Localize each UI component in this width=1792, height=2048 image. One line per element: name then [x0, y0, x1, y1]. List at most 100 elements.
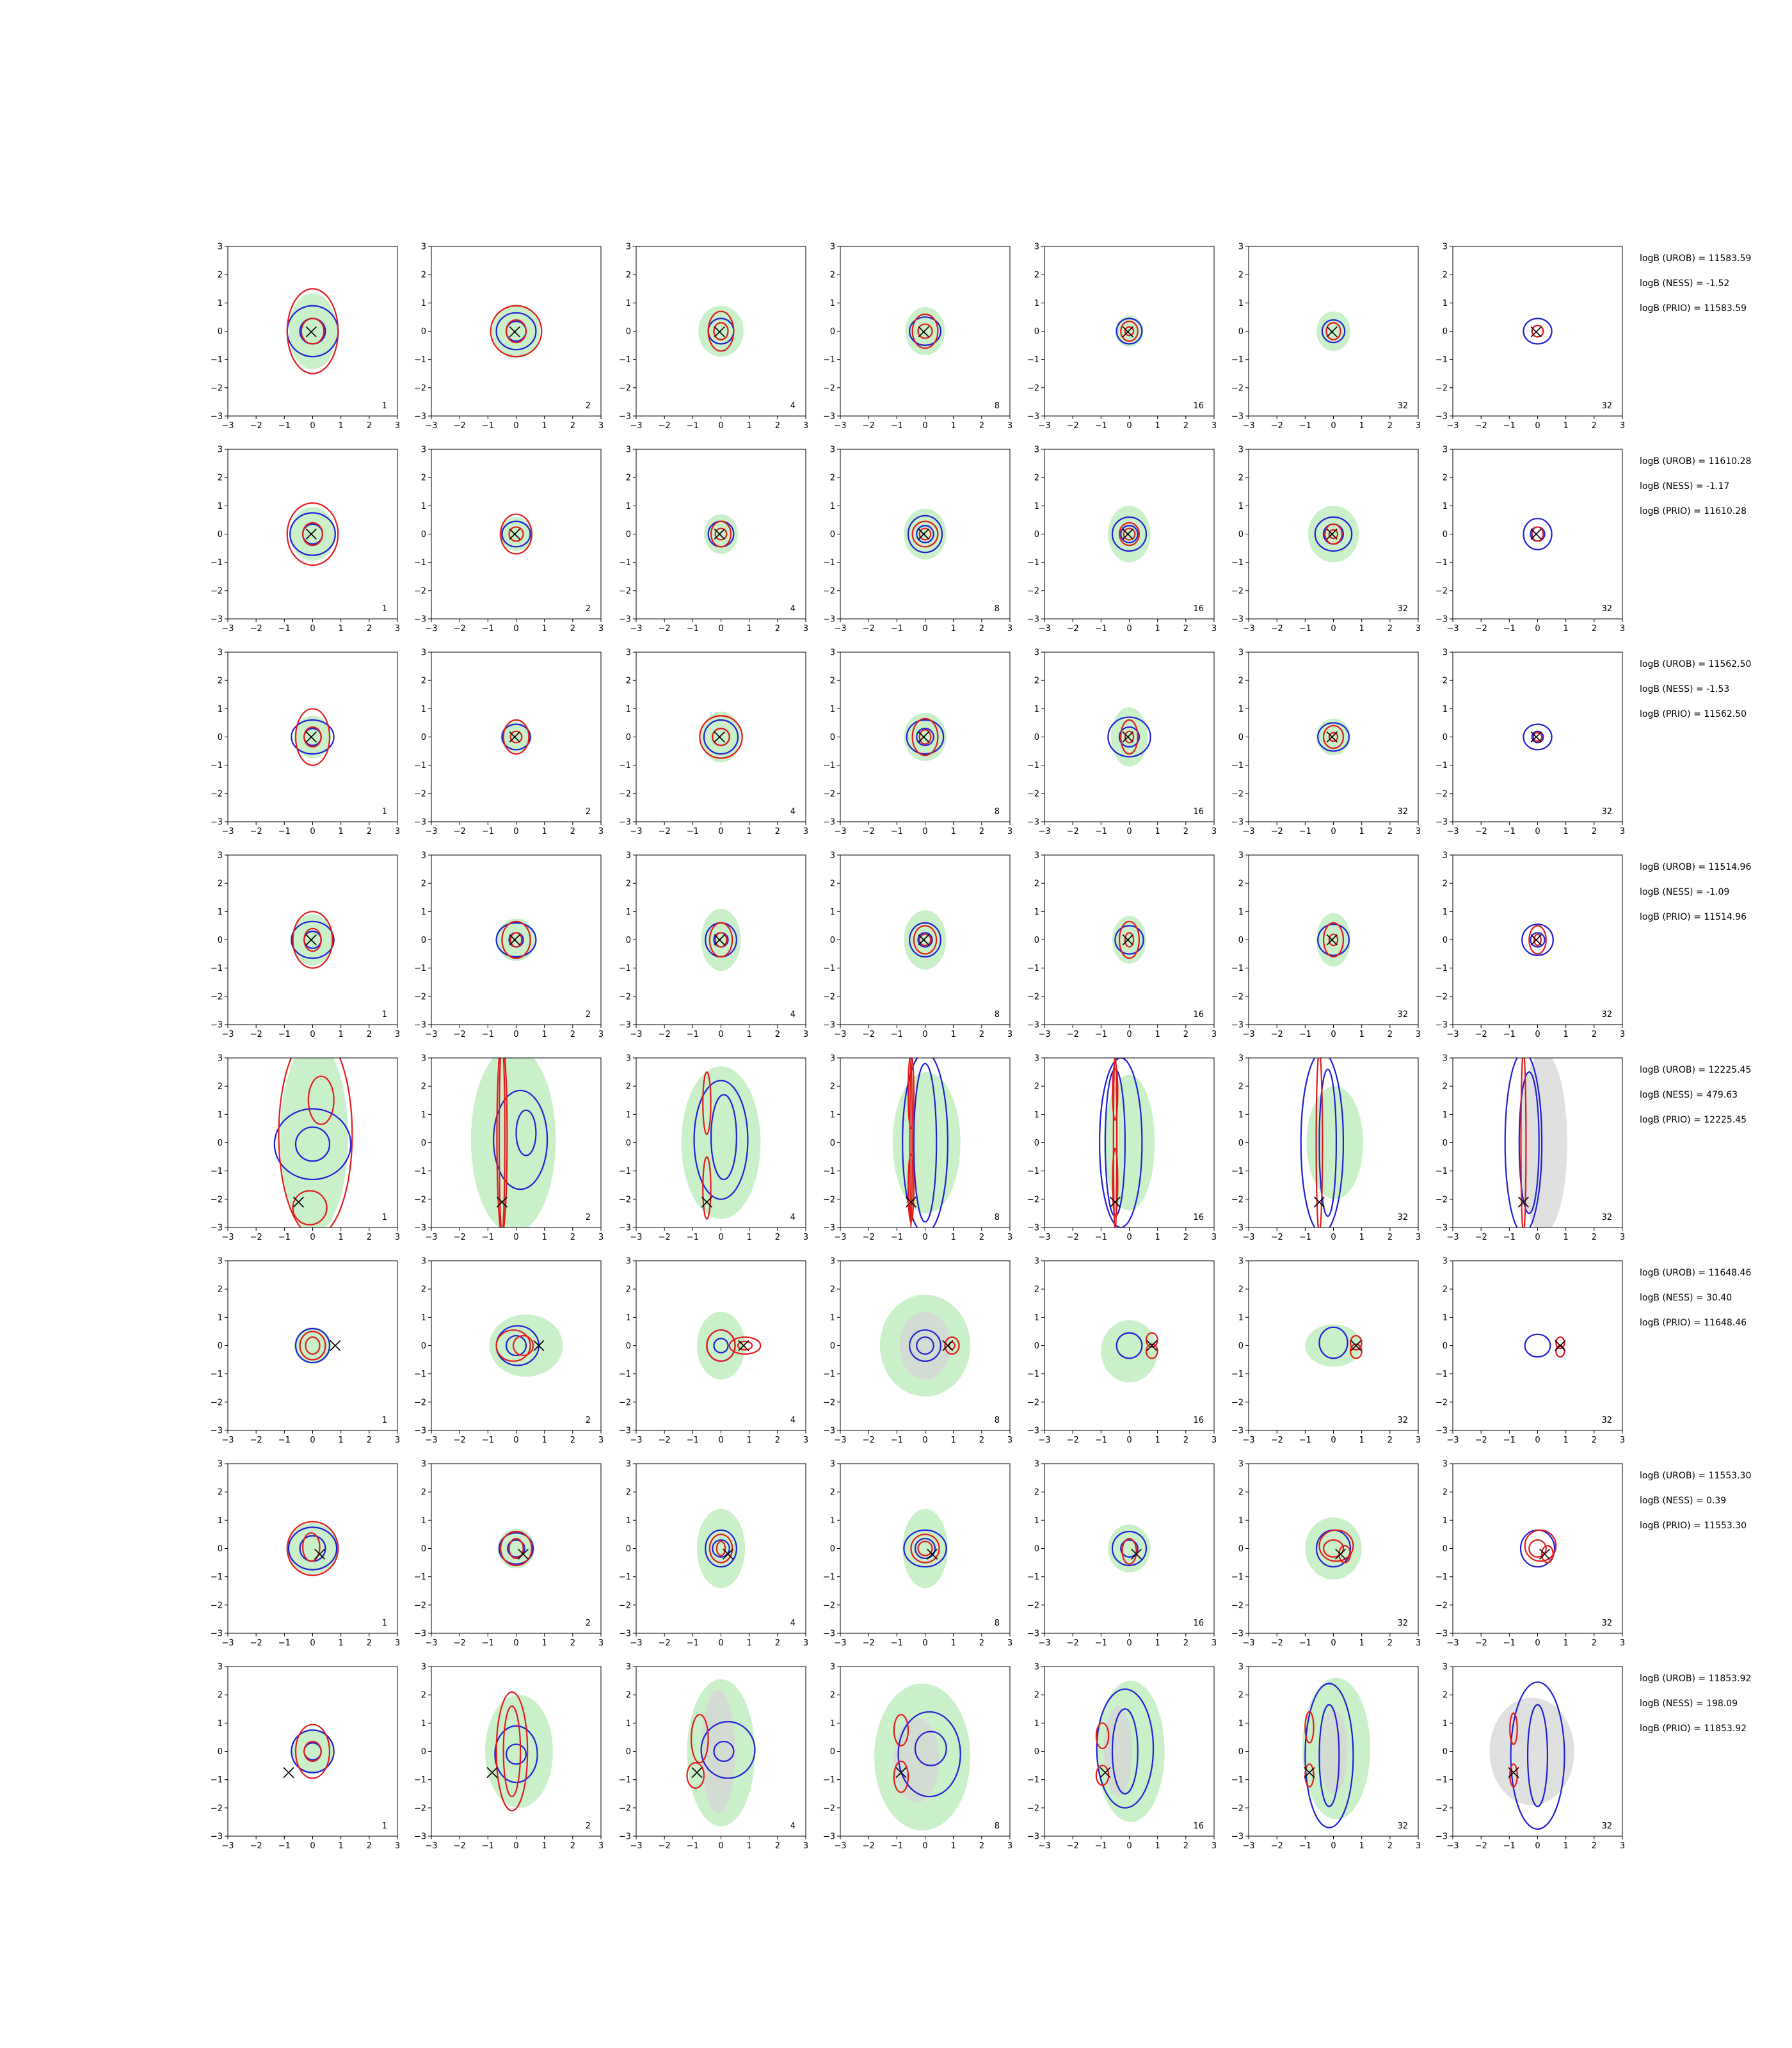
- plot-area: [905, 307, 945, 356]
- y-tick-label: −3: [1027, 1427, 1039, 1436]
- panel-label: 2: [586, 604, 591, 614]
- log-bayes-factor-label: logB (PRIO) = 12225.45: [1640, 1115, 1747, 1125]
- y-tick-label: −3: [414, 615, 426, 625]
- true-value-marker: [509, 731, 520, 743]
- blue-contour: [917, 932, 933, 948]
- blue-contour: [913, 1062, 938, 1223]
- red-contour: [500, 513, 532, 555]
- y-tick-label: −2: [1027, 1398, 1039, 1407]
- x-tick-label: 2: [1388, 624, 1393, 634]
- x-tick-label: 1: [339, 827, 344, 836]
- x-tick-label: −2: [1067, 1233, 1079, 1242]
- log-bayes-factor-label: logB (NESS) = -1.09: [1640, 887, 1729, 897]
- x-tick-label: −2: [250, 1436, 262, 1445]
- x-tick-label: 1: [1564, 1436, 1569, 1445]
- y-tick-label: 2: [1034, 1691, 1039, 1700]
- y-tick-label: −1: [823, 1572, 835, 1582]
- x-tick-label: 3: [1416, 1233, 1421, 1242]
- y-tick-label: −3: [823, 1629, 835, 1639]
- x-tick-label: 2: [1592, 1841, 1597, 1851]
- panel-label: 1: [382, 1619, 387, 1628]
- red-contour: [1338, 1544, 1352, 1564]
- y-tick-label: −1: [823, 1370, 835, 1379]
- prior-density-fill: [492, 304, 541, 358]
- red-contour: [512, 1334, 534, 1357]
- x-tick-label: −1: [1503, 1436, 1516, 1445]
- prior-density-fill: [287, 1523, 339, 1574]
- y-tick-label: −1: [1027, 1775, 1039, 1785]
- red-contour: [1123, 527, 1136, 541]
- red-contour: [1095, 1722, 1110, 1750]
- plot-area: [904, 910, 947, 970]
- red-contour: [1304, 1763, 1315, 1788]
- blue-contour: [1531, 730, 1544, 744]
- panel: −3−3 −2 −2 −1 −1 0 0 1 1 2 2 3 3 1: [211, 1257, 400, 1446]
- y-tick-label: 0: [830, 936, 835, 945]
- y-tick-label: 2: [626, 1488, 631, 1498]
- y-tick-label: −2: [1027, 992, 1039, 1002]
- x-tick-label: 3: [598, 1841, 604, 1851]
- true-value-marker: [283, 1767, 294, 1779]
- x-tick-label: 0: [310, 421, 315, 431]
- blue-contour: [495, 312, 537, 351]
- red-contour: [714, 527, 728, 541]
- y-tick-label: −1: [414, 761, 426, 771]
- y-tick-label: −2: [1231, 1195, 1244, 1204]
- x-tick-label: 3: [803, 1436, 808, 1445]
- true-value-marker: [1326, 326, 1338, 337]
- x-tick-label: 3: [1212, 1841, 1217, 1851]
- x-tick-label: −2: [1067, 1841, 1079, 1851]
- x-tick-label: −2: [863, 1030, 875, 1039]
- x-tick-label: −3: [1038, 1233, 1050, 1242]
- blue-contour: [291, 920, 335, 959]
- y-tick-label: 3: [1238, 445, 1244, 455]
- red-contour: [1524, 1529, 1557, 1562]
- plot-area: [1095, 1681, 1165, 1822]
- x-tick-label: 1: [542, 1841, 547, 1851]
- x-tick-label: 2: [570, 1233, 575, 1242]
- panel-label: 8: [995, 1213, 1000, 1222]
- y-tick-label: 1: [626, 299, 631, 308]
- blue-contour: [294, 1327, 331, 1364]
- plot-area: [1107, 707, 1151, 767]
- red-contour: [1555, 1336, 1565, 1350]
- y-tick-label: −2: [1027, 1804, 1039, 1813]
- y-tick-label: −3: [211, 1629, 223, 1639]
- x-tick-label: 1: [951, 1030, 956, 1039]
- panel-label: 32: [1601, 1213, 1612, 1222]
- x-tick-label: 1: [1359, 827, 1364, 836]
- red-contour: [501, 920, 531, 959]
- log-bayes-factor-label: logB (PRIO) = 11553.30: [1640, 1521, 1747, 1531]
- blue-contour: [914, 1537, 936, 1560]
- red-contour: [1112, 1148, 1119, 1217]
- x-tick-label: 0: [310, 1030, 315, 1039]
- y-tick-label: −3: [1436, 1832, 1448, 1842]
- x-tick-label: 2: [570, 421, 575, 431]
- x-tick-label: 2: [1388, 421, 1393, 431]
- x-tick-label: 1: [339, 624, 344, 634]
- red-contour: [509, 730, 523, 744]
- x-tick-label: 1: [1359, 624, 1364, 634]
- true-value-marker: [486, 1767, 498, 1779]
- true-value-marker: [1530, 731, 1542, 743]
- y-tick-label: 1: [1443, 299, 1448, 308]
- y-tick-label: −1: [1231, 558, 1244, 568]
- prior-density-fill: [291, 1729, 334, 1774]
- red-contour: [500, 1530, 532, 1567]
- panel: −3−3 −2 −2 −1 −1 0 0 1 1 2 2 3 3 32: [1231, 851, 1421, 1040]
- x-tick-label: 2: [1592, 1233, 1597, 1242]
- y-tick-label: 1: [1034, 1313, 1039, 1323]
- x-tick-label: −1: [1503, 421, 1516, 431]
- prior-density-fill: [496, 918, 536, 961]
- y-tick-label: 0: [830, 733, 835, 742]
- y-tick-label: −3: [619, 615, 631, 625]
- panel: −3−3 −2 −2 −1 −1 0 0 1 1 2 2 3 3 2: [414, 1054, 604, 1243]
- x-tick-label: 0: [310, 827, 315, 836]
- panel: −3−3 −2 −2 −1 −1 0 0 1 1 2 2 3 3 2: [414, 851, 604, 1040]
- y-tick-label: −3: [1027, 1832, 1039, 1842]
- true-value-marker: [1146, 1340, 1158, 1352]
- x-tick-label: 1: [1155, 1030, 1160, 1039]
- x-tick-label: −1: [1095, 1233, 1107, 1242]
- x-tick-label: −2: [1067, 1436, 1079, 1445]
- panel: −3−3 −2 −2 −1 −1 0 0 1 1 2 2 3 3 4: [619, 1460, 808, 1649]
